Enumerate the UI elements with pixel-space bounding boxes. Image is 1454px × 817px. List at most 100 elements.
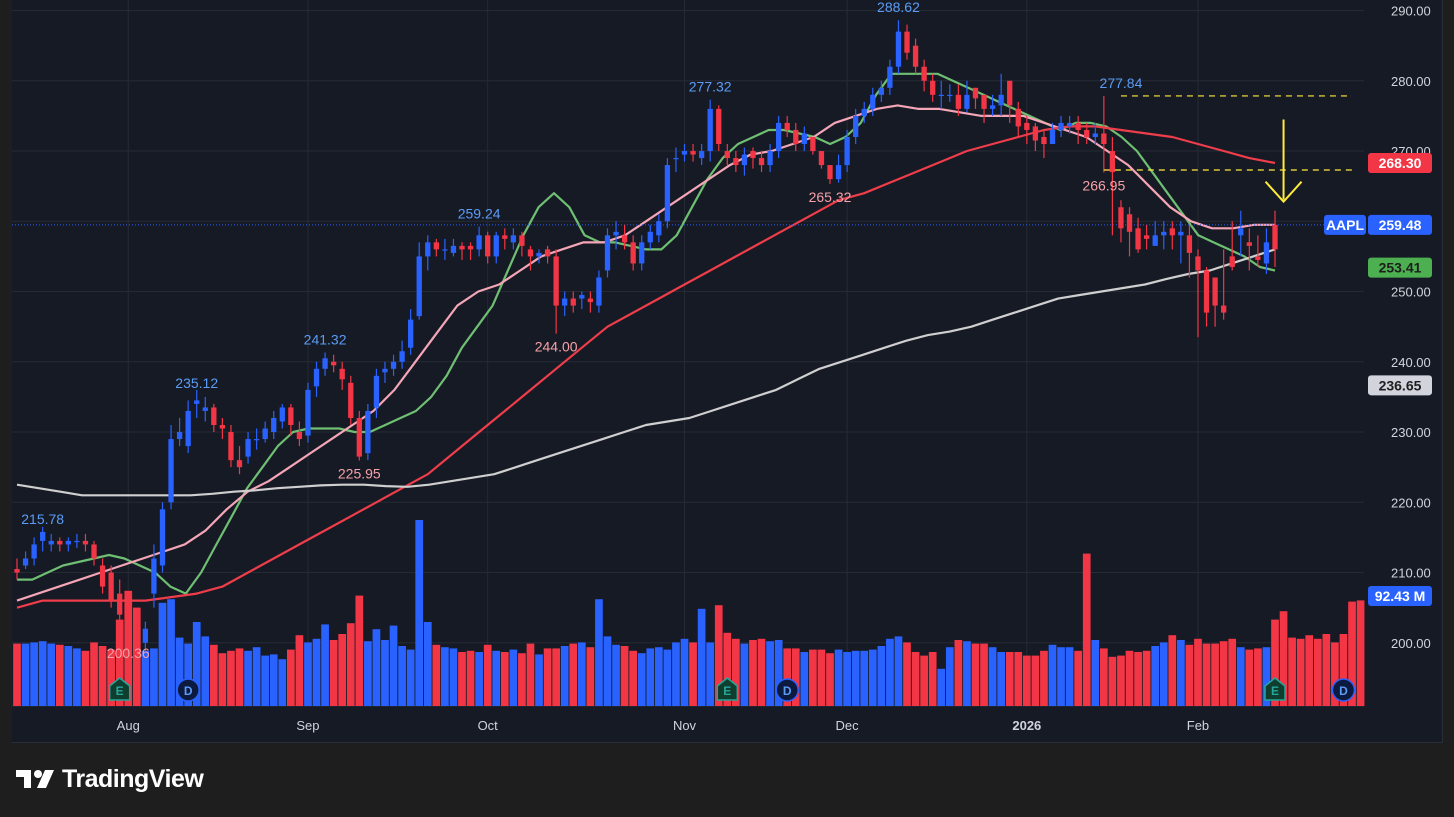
volume-bar bbox=[286, 649, 295, 706]
tradingview-logo-icon bbox=[16, 770, 54, 788]
candle-body bbox=[818, 151, 825, 166]
price-chart[interactable]: 215.78 235.12 241.32 225.95 259.24 244.00 277.… bbox=[12, 0, 1442, 742]
volume-bar bbox=[475, 652, 483, 706]
moving-average-line bbox=[17, 72, 1276, 595]
volume-bar bbox=[329, 640, 338, 706]
candle-body bbox=[673, 158, 679, 160]
volume-bar bbox=[894, 636, 903, 706]
candle-body bbox=[219, 425, 226, 429]
volume-bar bbox=[535, 654, 543, 706]
moving-average-line bbox=[16, 104, 1275, 602]
volume-bar bbox=[372, 629, 381, 706]
candle-body bbox=[65, 540, 71, 545]
volume-bar bbox=[1331, 642, 1339, 706]
x-tick-label: Nov bbox=[673, 718, 697, 733]
volume-bar bbox=[278, 659, 287, 706]
candle-body bbox=[1049, 129, 1056, 145]
candle-body bbox=[151, 558, 157, 594]
dividend-label: D bbox=[184, 684, 193, 698]
volume-bar bbox=[1262, 647, 1271, 706]
candle-body bbox=[1058, 122, 1064, 130]
candle-body bbox=[767, 151, 773, 166]
candle-body bbox=[31, 544, 37, 559]
candle-body bbox=[202, 407, 208, 411]
volume-bar bbox=[252, 647, 261, 706]
volume-bar bbox=[1339, 634, 1348, 706]
volume-bar bbox=[672, 642, 680, 706]
candle-body bbox=[502, 235, 508, 239]
candle-body bbox=[750, 151, 756, 159]
candle-body bbox=[510, 235, 517, 243]
x-tick-label: Dec bbox=[836, 718, 860, 733]
candle-body bbox=[553, 256, 559, 306]
volume-bar bbox=[398, 646, 406, 706]
candle-body bbox=[476, 235, 482, 250]
y-tick-label: 210.00 bbox=[1391, 566, 1431, 581]
volume-bar bbox=[920, 655, 928, 706]
candle-body bbox=[613, 231, 619, 236]
y-tick-label: 290.00 bbox=[1391, 4, 1431, 19]
candle-body bbox=[99, 565, 106, 587]
volume-bar bbox=[1185, 644, 1194, 706]
volume-bar bbox=[483, 644, 492, 706]
candle-body bbox=[1143, 235, 1150, 239]
price-annotation: 244.00 bbox=[535, 339, 578, 355]
volume-bar bbox=[1279, 611, 1288, 706]
y-tick-label: 280.00 bbox=[1391, 74, 1431, 89]
candle-body bbox=[741, 154, 748, 166]
candle-body bbox=[793, 129, 799, 145]
volume-bar bbox=[1254, 648, 1262, 706]
volume-bar bbox=[1005, 652, 1014, 706]
dividend-marker-icon bbox=[775, 678, 799, 702]
volume-bar bbox=[47, 643, 56, 706]
volume-bar bbox=[1065, 647, 1074, 706]
moving-average-line bbox=[16, 248, 1276, 497]
candle-body bbox=[1178, 231, 1184, 236]
volume-bar bbox=[269, 654, 278, 706]
volume-bar bbox=[971, 643, 980, 706]
volume-bar bbox=[1108, 656, 1117, 706]
volume-bar bbox=[1082, 553, 1091, 706]
volume-bar bbox=[654, 647, 663, 706]
candle-body bbox=[1118, 207, 1124, 229]
volume-bar bbox=[346, 623, 355, 706]
candle-body bbox=[399, 351, 405, 362]
candle-body bbox=[827, 165, 833, 180]
volume-bar bbox=[843, 652, 851, 706]
volume-bar bbox=[1245, 649, 1254, 706]
candle-body bbox=[1066, 122, 1073, 127]
volume-bar bbox=[860, 650, 869, 706]
volume-bar bbox=[364, 641, 372, 706]
candle-body bbox=[947, 94, 953, 97]
volume-bar bbox=[877, 646, 886, 706]
candle-body bbox=[236, 460, 243, 468]
volume-bar bbox=[1022, 655, 1031, 706]
volume-bar bbox=[1048, 644, 1057, 706]
volume-bar bbox=[1202, 643, 1211, 706]
candle-body bbox=[698, 151, 705, 159]
volume-bar bbox=[90, 642, 98, 706]
moving-average-line bbox=[16, 125, 1276, 609]
y-tick-label: 240.00 bbox=[1391, 355, 1431, 370]
candle-body bbox=[433, 242, 439, 250]
volume-bar bbox=[466, 650, 475, 706]
volume-bar bbox=[937, 668, 946, 706]
candle-body bbox=[621, 235, 628, 243]
price-badge-text: 92.43 M bbox=[1375, 588, 1426, 604]
volume-bar bbox=[1194, 638, 1202, 706]
candle-body bbox=[972, 87, 979, 99]
volume-bar bbox=[201, 636, 210, 706]
volume-bar bbox=[1296, 638, 1305, 706]
volume-bar bbox=[603, 636, 612, 706]
candle-body bbox=[1007, 80, 1013, 106]
volume-bar bbox=[64, 646, 73, 706]
volume-bar bbox=[1348, 601, 1356, 706]
candle-body bbox=[964, 94, 970, 109]
price-badge-text: 268.30 bbox=[1379, 155, 1422, 171]
volume-bar bbox=[817, 649, 826, 706]
volume-bar bbox=[963, 641, 971, 706]
chart-frame[interactable]: 215.78 235.12 241.32 225.95 259.24 244.00 277.… bbox=[12, 0, 1443, 743]
volume-bar bbox=[312, 638, 321, 706]
volume-bar bbox=[1305, 635, 1314, 706]
candle-body bbox=[870, 94, 876, 109]
